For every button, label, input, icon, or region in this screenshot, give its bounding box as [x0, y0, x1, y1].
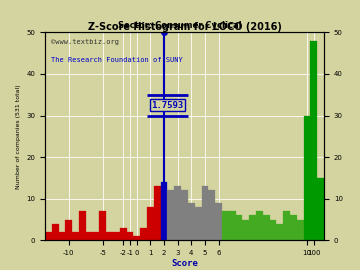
Bar — [290, 215, 297, 240]
Bar — [202, 186, 208, 240]
Bar — [72, 232, 79, 240]
Bar — [86, 232, 93, 240]
Bar — [188, 203, 195, 240]
Bar — [79, 211, 86, 240]
Bar — [134, 236, 140, 240]
Bar — [59, 232, 66, 240]
Bar — [147, 207, 154, 240]
Bar — [297, 220, 303, 240]
Bar — [113, 232, 120, 240]
Bar — [249, 215, 256, 240]
Bar — [263, 215, 270, 240]
Bar — [276, 224, 283, 240]
Bar — [242, 220, 249, 240]
Bar — [208, 190, 215, 240]
Bar — [283, 211, 290, 240]
Text: ©www.textbiz.org: ©www.textbiz.org — [50, 39, 118, 45]
Bar — [93, 232, 99, 240]
Bar — [120, 228, 127, 240]
Text: Sector: Consumer Cyclical: Sector: Consumer Cyclical — [118, 21, 242, 30]
Title: Z-Score Histogram for LOCO (2016): Z-Score Histogram for LOCO (2016) — [87, 22, 282, 32]
Bar — [195, 207, 202, 240]
Bar — [45, 232, 52, 240]
Text: The Research Foundation of SUNY: The Research Foundation of SUNY — [50, 57, 182, 63]
Bar — [167, 190, 174, 240]
Y-axis label: Number of companies (531 total): Number of companies (531 total) — [16, 84, 21, 189]
Bar — [229, 211, 235, 240]
Text: 1.7593: 1.7593 — [151, 101, 184, 110]
Bar — [106, 232, 113, 240]
Bar — [235, 215, 242, 240]
Bar — [317, 178, 324, 240]
Bar — [52, 224, 59, 240]
Bar — [174, 186, 181, 240]
Bar — [256, 211, 263, 240]
Bar — [99, 211, 106, 240]
Bar — [222, 211, 229, 240]
Bar — [66, 220, 72, 240]
Bar — [303, 116, 310, 240]
Bar — [154, 186, 161, 240]
Bar — [270, 220, 276, 240]
Bar — [127, 232, 134, 240]
Bar — [161, 182, 167, 240]
Bar — [310, 41, 317, 240]
Bar — [181, 190, 188, 240]
Bar — [215, 203, 222, 240]
Bar — [140, 228, 147, 240]
X-axis label: Score: Score — [171, 259, 198, 268]
